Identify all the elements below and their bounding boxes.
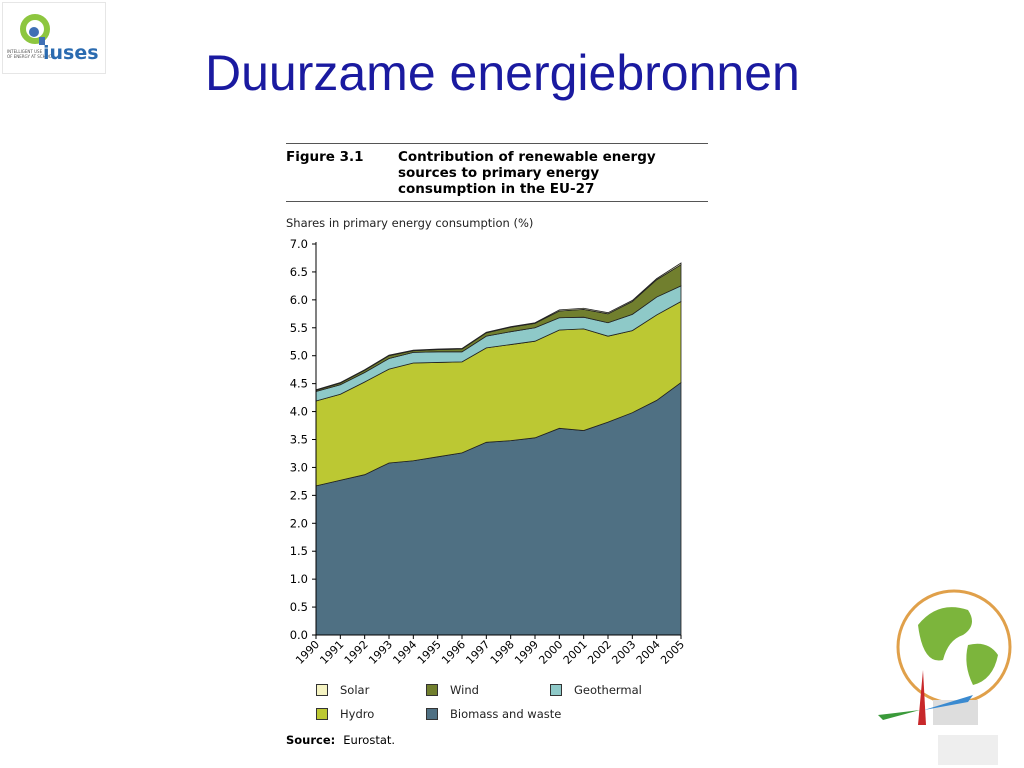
x-tick-label: 2003 bbox=[609, 638, 638, 667]
source-note: Source: Eurostat. bbox=[286, 733, 395, 747]
legend-label: Solar bbox=[340, 683, 370, 697]
x-tick-label: 1996 bbox=[439, 638, 468, 667]
legend-label: Wind bbox=[450, 683, 479, 697]
x-tick-label: 1995 bbox=[415, 638, 444, 667]
x-tick-label: 1992 bbox=[342, 638, 371, 667]
legend-swatch bbox=[316, 708, 328, 720]
legend-swatch bbox=[316, 684, 328, 696]
x-tick-label: 1994 bbox=[390, 638, 419, 667]
legend-label: Biomass and waste bbox=[450, 707, 562, 721]
legend-label: Geothermal bbox=[574, 683, 642, 697]
svg-text:OF ENERGY AT SCHOOL: OF ENERGY AT SCHOOL bbox=[7, 54, 55, 59]
y-tick-label: 3.0 bbox=[290, 460, 308, 474]
area-solar bbox=[315, 262, 682, 391]
source-value: Eurostat. bbox=[343, 733, 396, 747]
x-tick-label: 2001 bbox=[561, 638, 590, 667]
legend-label: Hydro bbox=[340, 707, 375, 721]
x-tick-label: 2005 bbox=[658, 638, 687, 667]
y-tick-label: 6.5 bbox=[290, 265, 308, 279]
x-tick-label: 1997 bbox=[463, 638, 492, 667]
y-tick-label: 0.5 bbox=[290, 600, 308, 614]
legend-item: Geothermal bbox=[550, 683, 642, 697]
y-tick-label: 5.5 bbox=[290, 321, 308, 335]
x-tick-label: 2004 bbox=[634, 638, 663, 667]
legend-swatch bbox=[426, 684, 438, 696]
stacked-area-chart: 0.0 0.5 1.0 1.5 2.0 2.5 3.0 3.5 4.0 4.5 5.0 5.5 6.0 6… bbox=[290, 237, 687, 667]
y-axis-label: Shares in primary energy consumption (%) bbox=[286, 216, 534, 230]
legend-item: Solar bbox=[316, 683, 369, 697]
y-tick-label: 7.0 bbox=[290, 237, 308, 251]
y-tick-label: 3.5 bbox=[290, 433, 308, 447]
legend-swatch bbox=[550, 684, 562, 696]
y-tick-label: 4.0 bbox=[290, 405, 308, 419]
figure-caption: Contribution of renewable energy sources… bbox=[398, 149, 656, 197]
y-tick-label: 2.5 bbox=[290, 488, 308, 502]
x-tick-label: 1990 bbox=[293, 638, 322, 667]
svg-text:INTELLIGENT USE: INTELLIGENT USE bbox=[7, 49, 43, 54]
slide-title: Duurzame energiebronnen bbox=[205, 45, 800, 101]
legend-item: Hydro bbox=[316, 707, 374, 721]
y-tick-label: 6.0 bbox=[290, 293, 308, 307]
iuses-logo: INTELLIGENT USE OF ENERGY AT SCHOOL iuse… bbox=[2, 2, 106, 74]
y-tick-label: 4.5 bbox=[290, 377, 308, 391]
y-tick-label: 5.0 bbox=[290, 349, 308, 363]
y-tick-label: 1.0 bbox=[290, 572, 308, 586]
x-tick-label: 1999 bbox=[512, 638, 541, 667]
x-tick-label: 2002 bbox=[585, 638, 614, 667]
svg-text:iuses: iuses bbox=[43, 42, 99, 64]
legend-swatch bbox=[426, 708, 438, 720]
figure-number: Figure 3.1 bbox=[286, 149, 364, 165]
x-tick-label: 1993 bbox=[366, 638, 395, 667]
y-tick-label: 1.5 bbox=[290, 544, 308, 558]
x-tick-label: 1998 bbox=[488, 638, 517, 667]
y-tick-label: 0.0 bbox=[290, 628, 308, 642]
legend-item: Biomass and waste bbox=[426, 707, 561, 721]
x-tick-label: 1991 bbox=[317, 638, 346, 667]
y-tick-label: 2.0 bbox=[290, 516, 308, 530]
globe-lightbulb-illustration bbox=[878, 589, 1012, 765]
legend-item: Wind bbox=[426, 683, 479, 697]
source-label: Source: bbox=[286, 733, 336, 747]
figure-header: Figure 3.1 Contribution of renewable ene… bbox=[286, 143, 708, 202]
x-tick-label: 2000 bbox=[536, 638, 565, 667]
